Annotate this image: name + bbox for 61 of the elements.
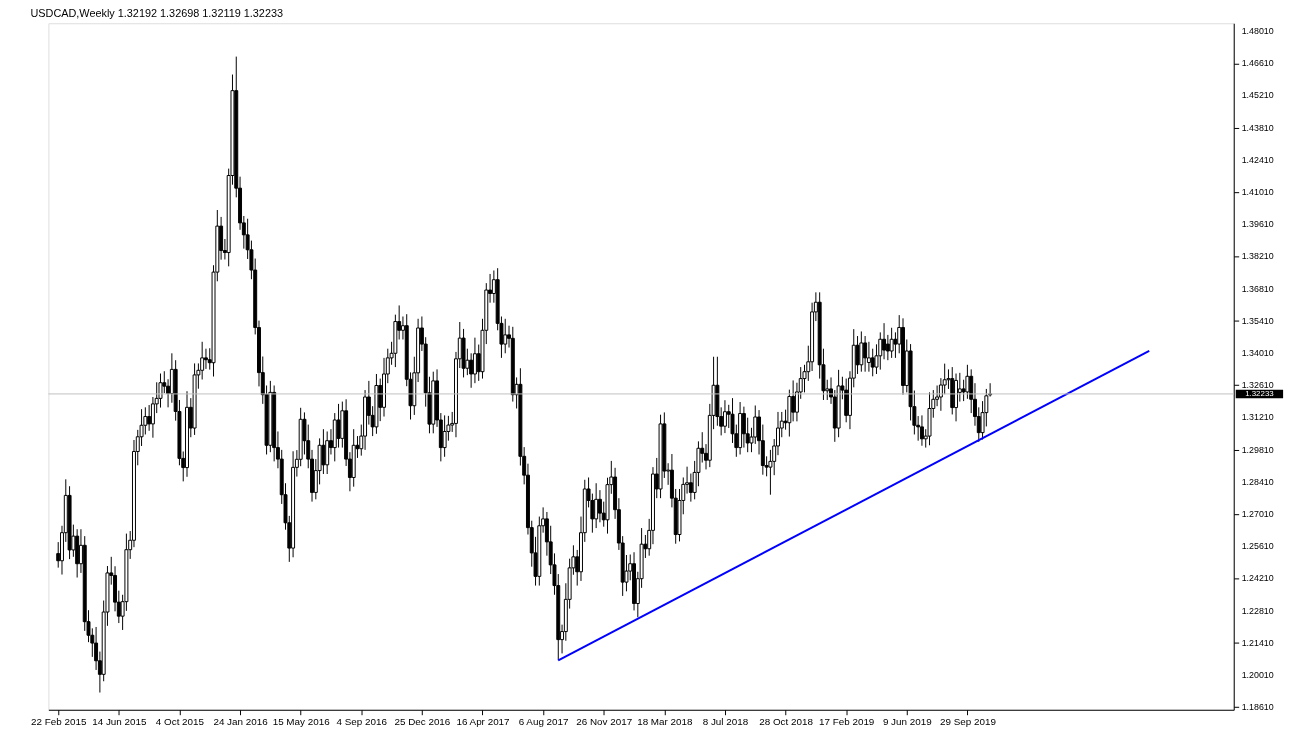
ref-line-label: 1.32233 (1245, 388, 1275, 398)
candlestick (893, 331, 898, 359)
chart-title: USDCAD,Weekly 1.32192 1.32698 1.32119 1.32233 (30, 7, 284, 20)
candlestick (158, 373, 163, 409)
y-tick-label: 1.18610 (1241, 702, 1274, 713)
y-tick-label: 1.20010 (1241, 670, 1274, 680)
y-tick-label: 1.29810 (1241, 444, 1274, 455)
y-tick-label: 1.25610 (1241, 541, 1274, 552)
candlestick (882, 322, 887, 360)
candlestick (597, 489, 602, 523)
x-tick-label: 25 Dec 2016 (394, 716, 451, 728)
candlestick (965, 364, 970, 400)
candlestick (741, 406, 746, 449)
x-tick-label: 6 Aug 2017 (518, 716, 569, 728)
y-tick-label: 1.31210 (1241, 412, 1274, 423)
x-tick-label: 14 Jun 2015 (92, 716, 147, 728)
y-tick-label: 1.38210 (1241, 251, 1274, 262)
y-tick-label: 1.35410 (1241, 315, 1274, 326)
candlestick (791, 379, 796, 422)
y-tick-label: 1.27010 (1241, 509, 1274, 520)
x-tick-label: 4 Sep 2016 (336, 716, 388, 728)
candlestick (919, 414, 924, 447)
y-tick-label: 1.32610 (1241, 380, 1274, 391)
x-tick-label: 26 Nov 2017 (576, 716, 633, 728)
candlestick (442, 414, 447, 458)
candlestick (722, 399, 727, 434)
x-tick-label: 17 Feb 2019 (818, 716, 875, 728)
x-tick-label: 16 Apr 2017 (456, 716, 510, 728)
y-tick-label: 1.28410 (1241, 476, 1274, 487)
y-tick-label: 1.24210 (1241, 573, 1274, 584)
y-tick-label: 1.36810 (1241, 283, 1274, 294)
candlestick (889, 327, 894, 359)
candlestick (859, 330, 864, 373)
candlestick (203, 348, 208, 370)
x-tick-label: 4 Oct 2015 (155, 716, 205, 728)
x-tick-label: 22 Feb 2015 (31, 716, 87, 728)
y-tick-label: 1.22810 (1241, 605, 1274, 616)
candlestick (961, 379, 966, 402)
x-tick-label: 15 May 2016 (272, 716, 331, 728)
y-tick-label: 1.34010 (1241, 348, 1274, 359)
x-tick-label: 8 Jul 2018 (702, 716, 749, 728)
y-tick-label: 1.48010 (1241, 26, 1274, 37)
x-tick-label: 18 Mar 2018 (637, 716, 694, 728)
x-tick-label: 28 Oct 2018 (759, 716, 814, 728)
candlestick (472, 337, 477, 384)
x-tick-label: 24 Jan 2016 (213, 716, 269, 728)
y-tick-label: 1.46610 (1241, 58, 1274, 69)
candlestick (469, 352, 474, 389)
candlestick (855, 335, 860, 375)
x-tick-label: 29 Sep 2019 (939, 716, 997, 728)
candlestick (147, 404, 152, 432)
candlestick (594, 482, 599, 529)
y-tick-label: 1.42410 (1241, 154, 1274, 165)
y-tick-label: 1.41010 (1241, 187, 1274, 198)
y-tick-label: 1.43810 (1241, 122, 1274, 133)
candlestick (503, 318, 508, 354)
x-tick-label: 9 Jun 2019 (882, 716, 933, 728)
y-tick-label: 1.39610 (1241, 219, 1274, 230)
y-tick-label: 1.21410 (1241, 637, 1274, 648)
candlestick (863, 335, 868, 373)
y-tick-label: 1.45210 (1241, 90, 1274, 101)
